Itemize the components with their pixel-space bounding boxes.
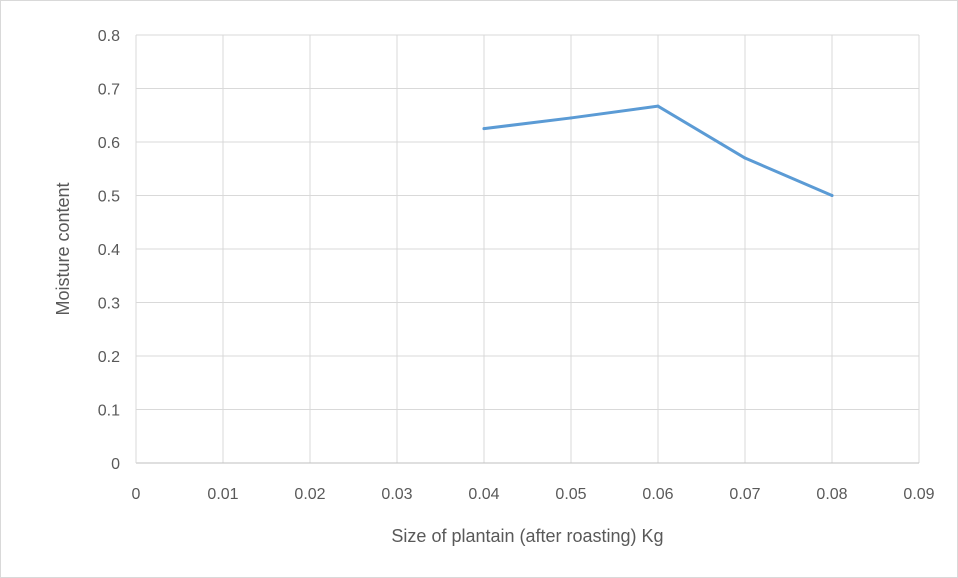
x-tick-label: 0.05 [555, 486, 586, 503]
data-point [743, 156, 747, 160]
data-point [482, 127, 486, 131]
grid [136, 34, 920, 463]
y-axis-title: Moisture content [53, 182, 73, 315]
x-axis-title: Size of plantain (after roasting) Kg [391, 526, 663, 546]
y-tick-label: 0.5 [98, 189, 120, 206]
data-point [569, 116, 573, 120]
data-point [830, 194, 834, 197]
y-tick-label: 0.8 [98, 28, 120, 45]
y-tick-label: 0.3 [98, 296, 120, 313]
data-point [656, 104, 660, 108]
y-tick-label: 0 [111, 456, 120, 473]
x-tick-label: 0.01 [207, 486, 238, 503]
x-tick-label: 0 [132, 486, 141, 503]
tick-labels: 0 0.1 0.2 0.3 0.4 0.5 0.6 0.7 0.8 0 0.01 0.02 0.03 0.… [98, 28, 935, 503]
x-tick-label: 0.06 [642, 486, 673, 503]
y-tick-label: 0.7 [98, 82, 120, 99]
axes [135, 35, 919, 464]
x-tick-label: 0.09 [903, 486, 934, 503]
x-tick-label: 0.03 [381, 486, 412, 503]
y-tick-label: 0.6 [98, 135, 120, 152]
y-tick-label: 0.1 [98, 403, 120, 420]
x-tick-label: 0.08 [816, 486, 847, 503]
series-layer [482, 104, 834, 197]
x-tick-label: 0.02 [294, 486, 325, 503]
y-tick-label: 0.2 [98, 349, 120, 366]
y-tick-label: 0.4 [98, 242, 120, 259]
x-tick-label: 0.07 [729, 486, 760, 503]
x-tick-label: 0.04 [468, 486, 499, 503]
